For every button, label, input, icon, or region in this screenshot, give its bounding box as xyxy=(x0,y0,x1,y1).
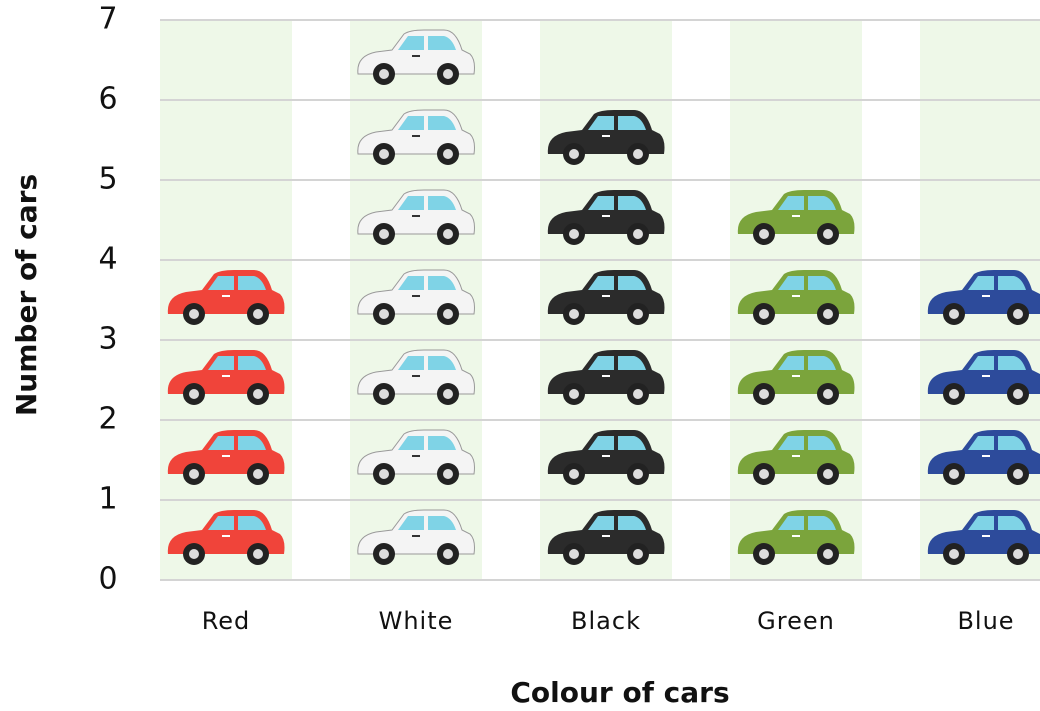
car-hub xyxy=(569,549,579,559)
car-hub xyxy=(823,549,833,559)
x-tick-label: Red xyxy=(202,607,251,635)
car-hub xyxy=(759,549,769,559)
car-hub xyxy=(823,389,833,399)
car-hub xyxy=(379,469,389,479)
car-hub xyxy=(633,149,643,159)
car-hub xyxy=(443,309,453,319)
car-hub xyxy=(379,309,389,319)
car-hub xyxy=(253,549,263,559)
car-hub xyxy=(759,469,769,479)
car-hub xyxy=(253,389,263,399)
car-hub xyxy=(949,469,959,479)
car-hub xyxy=(379,389,389,399)
x-tick-label: Blue xyxy=(957,607,1014,635)
car-hub xyxy=(379,69,389,79)
car-hub xyxy=(569,309,579,319)
car-hub xyxy=(253,309,263,319)
chart: Colour of cars Number of cars 0 1 2 3 4 5 6 7 Re… xyxy=(0,0,1040,711)
car-hub xyxy=(189,469,199,479)
x-tick-label: Black xyxy=(571,607,641,635)
y-tick-label: 2 xyxy=(98,402,117,437)
car-hub xyxy=(1013,389,1023,399)
car-hub xyxy=(253,469,263,479)
car-hub xyxy=(633,469,643,479)
car-hub xyxy=(1013,309,1023,319)
x-tick-label: White xyxy=(379,607,454,635)
y-axis-title: Number of cars xyxy=(10,174,43,416)
car-hub xyxy=(633,389,643,399)
car-hub xyxy=(443,69,453,79)
car-hub xyxy=(633,309,643,319)
car-hub xyxy=(1013,469,1023,479)
y-tick-label: 3 xyxy=(98,322,117,357)
y-tick-label: 1 xyxy=(98,482,117,517)
car-hub xyxy=(443,469,453,479)
car-hub xyxy=(949,549,959,559)
car-hub xyxy=(379,549,389,559)
car-hub xyxy=(759,229,769,239)
car-hub xyxy=(823,229,833,239)
y-tick-label: 0 xyxy=(98,562,117,597)
car-hub xyxy=(443,549,453,559)
car-hub xyxy=(823,469,833,479)
car-hub xyxy=(569,229,579,239)
y-tick-label: 5 xyxy=(98,162,117,197)
x-tick-label: Green xyxy=(757,607,835,635)
car-hub xyxy=(759,389,769,399)
car-hub xyxy=(443,229,453,239)
car-hub xyxy=(1013,549,1023,559)
y-tick-label: 7 xyxy=(98,2,117,37)
car-hub xyxy=(189,309,199,319)
car-hub xyxy=(759,309,769,319)
car-hub xyxy=(633,229,643,239)
car-hub xyxy=(823,309,833,319)
car-hub xyxy=(443,149,453,159)
car-hub xyxy=(569,149,579,159)
x-axis-title: Colour of cars xyxy=(510,676,729,709)
car-hub xyxy=(569,469,579,479)
car-hub xyxy=(379,229,389,239)
car-hub xyxy=(443,389,453,399)
car-hub xyxy=(949,389,959,399)
car-hub xyxy=(189,549,199,559)
car-hub xyxy=(569,389,579,399)
car-hub xyxy=(189,389,199,399)
car-hub xyxy=(633,549,643,559)
y-tick-label: 6 xyxy=(98,82,117,117)
car-hub xyxy=(949,309,959,319)
y-tick-label: 4 xyxy=(98,242,117,277)
car-hub xyxy=(379,149,389,159)
